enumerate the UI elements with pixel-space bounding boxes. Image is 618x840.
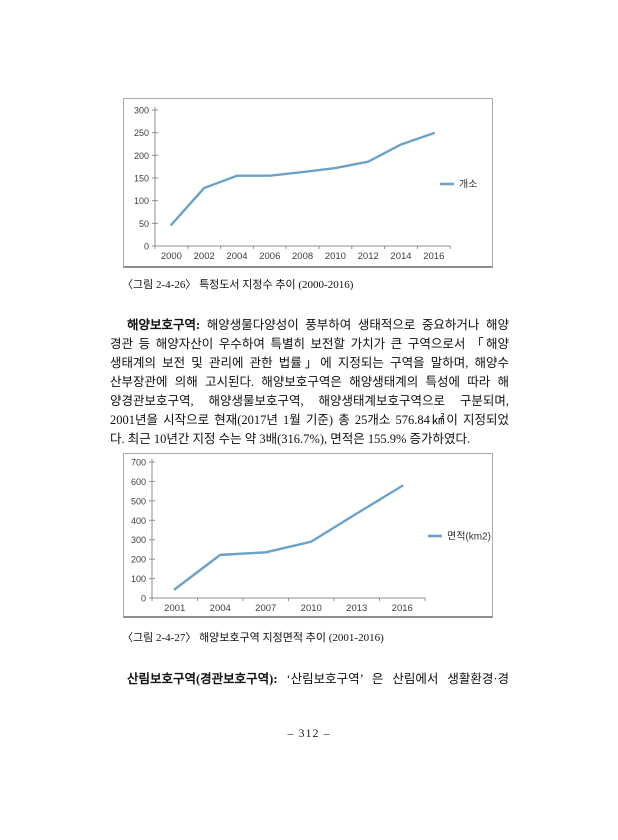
y-tick-label: 400 bbox=[131, 516, 146, 526]
legend-label: 면적(km2) bbox=[447, 531, 491, 543]
x-tick-label: 2000 bbox=[161, 251, 182, 262]
paragraph-line: 해양보호구역: 해양생물다양성이 풍부하여 생태적으로 중요하거나 해양 bbox=[110, 316, 509, 335]
paragraph-line: 경관 등 해양자산이 우수하여 특별히 보전할 가치가 큰 구역으로서 「해양 bbox=[110, 337, 509, 351]
y-tick-label: 200 bbox=[131, 555, 146, 565]
paragraph-text: ‘산림보호구역’ 은 산림에서 생활환경·경 bbox=[286, 672, 509, 686]
x-tick-label: 2004 bbox=[210, 603, 231, 614]
y-tick-label: 600 bbox=[131, 477, 146, 487]
paragraph-forest-protected-area: 산림보호구역(경관보호구역): ‘산림보호구역’ 은 산림에서 생활환경·경 bbox=[110, 670, 509, 689]
figure-caption-2-4-27: 〈그림 2-4-27〉 해양보호구역 지정면적 추이 (2001-2016) bbox=[122, 632, 384, 644]
paragraph-marine-protected-area: 해양보호구역: 해양생물다양성이 풍부하여 생태적으로 중요하거나 해양 경관 … bbox=[110, 316, 509, 449]
y-tick-label: 300 bbox=[134, 106, 149, 116]
paragraph-line: 생태계의 보전 및 관리에 관한 법률」에 지정되는 구역을 말하며, 해양수 bbox=[110, 356, 509, 370]
x-tick-label: 2010 bbox=[325, 251, 346, 262]
x-tick-label: 2006 bbox=[259, 251, 280, 262]
y-tick-label: 0 bbox=[141, 594, 146, 604]
x-tick-label: 2013 bbox=[346, 603, 367, 614]
y-tick-label: 100 bbox=[134, 196, 149, 206]
y-tick-label: 200 bbox=[134, 151, 149, 161]
x-tick-label: 2010 bbox=[301, 603, 322, 614]
paragraph-line: 2001년을 시작으로 현재(2017년 1월 기준) 총 25개소 576.8… bbox=[110, 413, 509, 427]
x-tick-label: 2001 bbox=[164, 603, 185, 614]
x-tick-label: 2008 bbox=[292, 251, 313, 262]
legend-label: 개소 bbox=[459, 179, 477, 191]
term-forest-protected-area: 산림보호구역(경관보호구역): bbox=[127, 672, 278, 686]
paragraph-line: 다. 최근 10년간 지정 수는 약 3배(316.7%), 면적은 155.9… bbox=[110, 432, 471, 446]
line-chart-designated-islands: 0 50 100 150 200 250 300 2000 2002 2004 2006 2008 20… bbox=[134, 106, 477, 263]
x-tick-label: 2012 bbox=[358, 251, 379, 262]
x-tick-label: 2016 bbox=[423, 251, 444, 262]
series-line bbox=[173, 484, 404, 591]
page-number: – 312 – bbox=[287, 726, 331, 740]
figure-caption-2-4-26: 〈그림 2-4-26〉 특정도서 지정수 추이 (2000-2016) bbox=[122, 279, 354, 291]
y-tick-label: 150 bbox=[134, 174, 149, 184]
y-tick-label: 500 bbox=[131, 496, 146, 506]
y-tick-label: 700 bbox=[131, 458, 146, 468]
y-tick-label: 300 bbox=[131, 535, 146, 545]
line-chart-marine-protected-area: 0 100 200 300 400 500 600 700 2001 2004 2007 2010 20… bbox=[131, 458, 491, 615]
y-tick-label: 50 bbox=[139, 219, 149, 229]
term-marine-protected-area: 해양보호구역: bbox=[127, 318, 201, 332]
series-line bbox=[170, 131, 435, 226]
paragraph-text: 해양생물다양성이 풍부하여 생태적으로 중요하거나 해양 bbox=[206, 318, 509, 332]
y-tick-label: 250 bbox=[134, 128, 149, 138]
x-tick-label: 2016 bbox=[392, 603, 413, 614]
x-tick-label: 2014 bbox=[390, 251, 411, 262]
x-tick-label: 2004 bbox=[226, 251, 247, 262]
figure-marine-protected-area-chart: 0 100 200 300 400 500 600 700 2001 2004 2007 2010 20… bbox=[123, 453, 493, 618]
paragraph-line: 산부장관에 의해 고시된다. 해양보호구역은 해양생태계의 특성에 따라 해 bbox=[110, 375, 509, 389]
y-tick-label: 100 bbox=[131, 574, 146, 584]
paragraph-line: 산림보호구역(경관보호구역): ‘산림보호구역’ 은 산림에서 생활환경·경 bbox=[110, 670, 509, 689]
x-tick-label: 2002 bbox=[194, 251, 215, 262]
x-tick-label: 2007 bbox=[255, 603, 276, 614]
paragraph-line: 양경관보호구역, 해양생물보호구역, 해양생태계보호구역으로 구분되며, bbox=[110, 394, 509, 408]
figure-designated-islands-chart: 0 50 100 150 200 250 300 2000 2002 2004 2006 2008 20… bbox=[123, 98, 493, 268]
y-tick-label: 0 bbox=[144, 242, 149, 252]
